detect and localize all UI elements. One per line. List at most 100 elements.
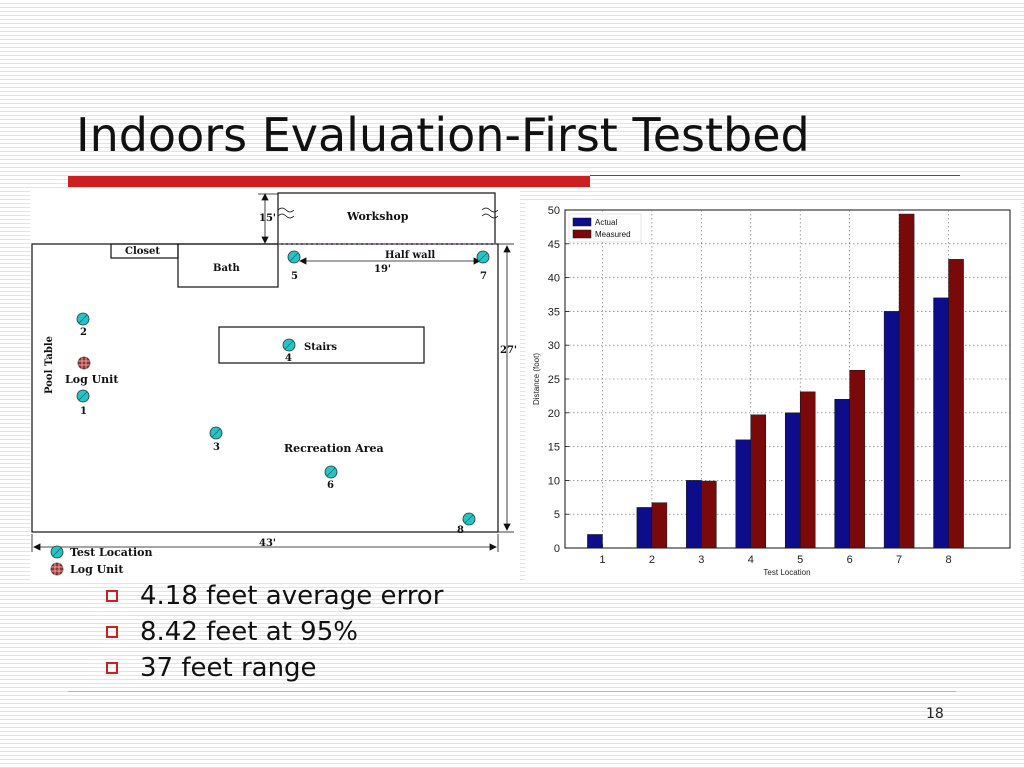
- legend-log-unit: Log Unit: [70, 563, 124, 576]
- slide-title: Indoors Evaluation-First Testbed: [76, 108, 810, 162]
- half-wall-label: Half wall: [385, 250, 435, 261]
- x-axis-label: Test Location: [763, 568, 810, 577]
- test-location-number: 3: [213, 442, 220, 453]
- test-location-marker-hatch: [284, 340, 294, 350]
- square-bullet-icon: [106, 590, 118, 602]
- recreation-area-label: Recreation Area: [284, 442, 384, 455]
- x-tick-labels: 1 2 3 4 5 6 7 8: [599, 554, 951, 566]
- test-location-marker-hatch: [78, 391, 88, 401]
- y-tick-label: 25: [548, 374, 560, 386]
- page-number: 18: [926, 706, 944, 722]
- title-accent-bar: [68, 176, 590, 187]
- dimension-27: [498, 243, 514, 533]
- bullet-list: 4.18 feet average error 8.42 feet at 95%…: [106, 578, 443, 686]
- y-tick-labels: 0 5 10 15 20 25 30 35 40 45 50: [548, 205, 560, 555]
- y-tick-label: 35: [548, 306, 560, 318]
- test-location-markers: 1 2 3 4 5 6 7 8: [76, 250, 490, 536]
- y-tick-label: 15: [548, 442, 560, 454]
- test-location-number: 4: [285, 353, 292, 364]
- legend-test-location: Test Location: [70, 546, 153, 559]
- x-tick-label: 1: [599, 554, 605, 566]
- y-tick-label: 5: [554, 509, 560, 521]
- x-tick-label: 4: [748, 554, 754, 566]
- test-location-number: 6: [327, 480, 334, 491]
- test-location-marker-hatch: [289, 252, 299, 262]
- bar-actual-4: [735, 439, 752, 549]
- x-tick-label: 2: [649, 554, 655, 566]
- x-tick-label: 3: [698, 554, 704, 566]
- dimension-27-label: 27': [500, 345, 517, 356]
- floorplan-diagram: 15' Half wall 19' 27' 43' Workshop Close…: [30, 190, 520, 580]
- y-tick-label: 45: [548, 239, 560, 251]
- test-location-marker-hatch: [464, 514, 474, 524]
- bar-measured-4: [750, 414, 767, 549]
- square-bullet-icon: [106, 662, 118, 674]
- test-location-marker-hatch: [326, 467, 336, 477]
- bar-measured-5: [799, 391, 816, 549]
- wall-break-left-icon: [277, 207, 295, 219]
- y-tick-label: 10: [548, 475, 560, 487]
- bar-measured-8: [948, 259, 964, 549]
- log-unit-label: Log Unit: [65, 373, 119, 386]
- bars: [587, 213, 964, 549]
- wall-break-right-icon: [481, 207, 499, 219]
- dimension-19-label: 19': [374, 264, 391, 275]
- workshop-label: Workshop: [346, 210, 409, 223]
- bar-actual-2: [636, 507, 653, 549]
- x-tick-label: 8: [945, 554, 951, 566]
- test-location-number: 1: [80, 406, 87, 417]
- dimension-15: [258, 193, 278, 245]
- bullet-text: 8.42 feet at 95%: [140, 617, 358, 647]
- bar-measured-6: [849, 369, 865, 549]
- bullet-item: 4.18 feet average error: [106, 578, 443, 614]
- y-tick-label: 50: [548, 205, 560, 217]
- bar-actual-3: [686, 480, 702, 549]
- chart-legend: Actual Measured: [568, 213, 642, 243]
- y-axis-label: Distance (foot): [532, 353, 541, 405]
- test-location-number: 2: [80, 327, 87, 338]
- bar-measured-2: [651, 502, 668, 549]
- y-tick-label: 40: [548, 273, 560, 285]
- x-tick-label: 6: [847, 554, 853, 566]
- title-accent-line: [590, 175, 960, 176]
- pool-table-label: Pool Table: [44, 336, 55, 394]
- test-location-marker-hatch: [478, 252, 488, 262]
- log-unit-marker-icon: [77, 356, 91, 370]
- bar-actual-6: [834, 399, 850, 549]
- x-tick-label: 5: [797, 554, 803, 566]
- bar-actual-8: [933, 297, 949, 549]
- floorplan-legend: Test Location Log Unit: [50, 545, 153, 576]
- bullet-text: 37 feet range: [140, 653, 317, 683]
- dimension-43: [31, 534, 499, 552]
- bullet-item: 37 feet range: [106, 650, 443, 686]
- y-tick-label: 30: [548, 340, 560, 352]
- bar-actual-7: [883, 311, 900, 549]
- bath-outline: [177, 243, 279, 288]
- test-location-number: 8: [457, 525, 464, 536]
- footer-divider: [68, 691, 956, 692]
- dimension-19: [299, 257, 481, 265]
- square-bullet-icon: [106, 626, 118, 638]
- floorplan-svg: 15' Half wall 19' 27' 43' Workshop Close…: [31, 192, 517, 576]
- bar-actual-1: [587, 534, 603, 549]
- bar-measured-3: [701, 480, 717, 549]
- test-location-marker-hatch: [211, 428, 221, 438]
- dimension-43-label: 43': [259, 538, 276, 549]
- legend-label-measured: Measured: [595, 230, 631, 239]
- legend-label-actual: Actual: [595, 218, 617, 227]
- workshop-room-outline: [277, 192, 496, 245]
- bar-actual-5: [784, 412, 801, 549]
- log-unit-legend-icon: [50, 562, 64, 576]
- legend-swatch-measured: [572, 229, 592, 239]
- legend-swatch-actual: [572, 217, 592, 227]
- y-tick-label: 0: [554, 543, 560, 555]
- stairs-outline: [218, 326, 425, 364]
- test-location-legend-icon: [50, 545, 64, 559]
- test-location-number: 7: [480, 271, 487, 282]
- bath-label: Bath: [213, 263, 241, 274]
- bar-measured-7: [898, 213, 915, 549]
- test-location-number: 5: [291, 271, 298, 282]
- x-tick-label: 7: [896, 554, 902, 566]
